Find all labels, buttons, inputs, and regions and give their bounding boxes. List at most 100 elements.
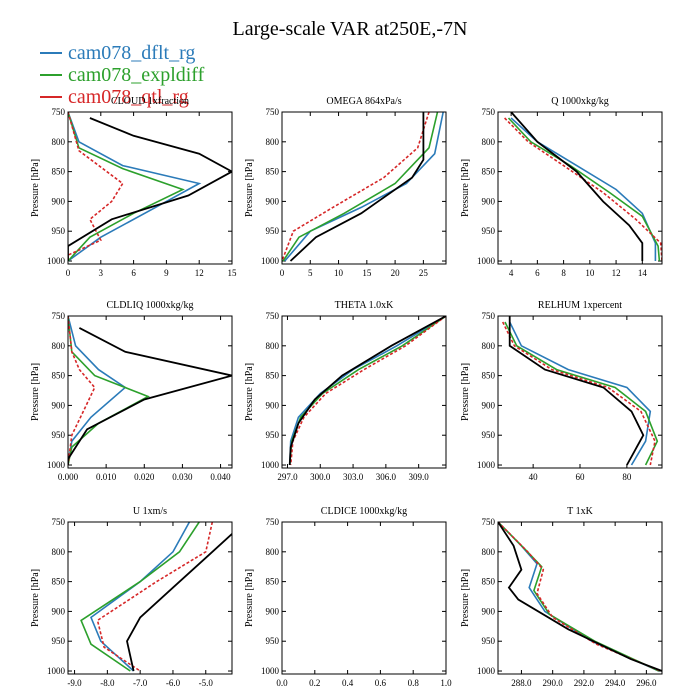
y-tick-label: 950 (482, 226, 496, 236)
series-line-obs (508, 316, 645, 466)
figure-title: Large-scale VAR at250E,-7N (232, 18, 468, 40)
y-tick-label: 900 (52, 400, 66, 410)
x-tick-label: -9.0 (67, 678, 82, 688)
series-line-cam078_expldiff (80, 522, 200, 672)
y-tick-label: 750 (482, 107, 496, 117)
x-tick-label: 12 (195, 268, 204, 278)
panel-title: OMEGA 864xPa/s (326, 96, 401, 107)
y-tick-label: 950 (266, 226, 280, 236)
panel-title: CLOUD 1xfraction (111, 96, 189, 107)
series-line-cam078_expldiff (498, 522, 660, 672)
x-tick-label: 40 (529, 472, 539, 482)
x-tick-label: 0.0 (276, 678, 288, 688)
y-axis-label: Pressure [hPa] (244, 569, 255, 627)
x-tick-label: -8.0 (100, 678, 115, 688)
x-tick-label: 4 (509, 268, 514, 278)
y-tick-label: 950 (266, 430, 280, 440)
series-line-cam078_qtl_rg (68, 316, 96, 466)
y-axis-label: Pressure [hPa] (460, 569, 471, 627)
plot-frame (281, 315, 447, 469)
x-tick-label: 15 (362, 268, 372, 278)
series-line-obs (498, 522, 662, 672)
y-tick-label: 800 (482, 341, 496, 351)
y-tick-label: 950 (482, 430, 496, 440)
x-tick-label: 0.020 (134, 472, 155, 482)
panel-7: U 1xm/s Pressure [hPa] 750 800 850 900 950 1000… (30, 506, 233, 688)
y-axis-label: Pressure [hPa] (460, 159, 471, 217)
panel-title: CLDICE 1000xkg/kg (321, 506, 407, 517)
y-tick-label: 950 (266, 636, 280, 646)
y-tick-label: 1000 (477, 666, 496, 676)
panel-title: Q 1000xkg/kg (551, 96, 609, 107)
y-tick-label: 850 (266, 167, 280, 177)
y-axis-label: Pressure [hPa] (244, 159, 255, 217)
legend-label-dflt: cam078_dflt_rg (68, 42, 196, 64)
y-tick-label: 900 (52, 196, 66, 206)
series-line-cam078_dflt_rg (90, 522, 191, 672)
x-tick-label: 10 (585, 268, 595, 278)
x-tick-label: 6 (131, 268, 136, 278)
x-tick-label: 297.0 (277, 472, 298, 482)
y-tick-label: 1000 (47, 256, 66, 266)
x-tick-label: 0.010 (96, 472, 117, 482)
y-tick-label: 950 (52, 226, 66, 236)
y-tick-label: 1000 (261, 460, 280, 470)
y-axis-label: Pressure [hPa] (30, 363, 41, 421)
y-tick-label: 850 (266, 371, 280, 381)
plot-frame (67, 315, 233, 469)
panel-5: THETA 1.0xK Pressure [hPa] 750 800 850 900 950… (244, 300, 447, 482)
series-line-obs (289, 112, 425, 262)
x-tick-label: 80 (622, 472, 632, 482)
panel-6: RELHUM 1xpercent Pressure [hPa] 750 800 850 9… (460, 300, 663, 482)
series-line-obs (68, 327, 232, 465)
legend-item-qtl: cam078_qtl_rg (40, 86, 204, 108)
y-axis-label: Pressure [hPa] (244, 363, 255, 421)
x-tick-label: 60 (576, 472, 586, 482)
y-tick-label: 1000 (261, 256, 280, 266)
x-tick-label: 0.6 (375, 678, 387, 688)
panel-title: RELHUM 1xpercent (538, 300, 622, 311)
x-tick-label: 294.0 (605, 678, 626, 688)
series-line-cam078_expldiff (282, 112, 439, 262)
panel-title: U 1xm/s (133, 506, 167, 517)
x-tick-label: 0 (66, 268, 71, 278)
panel-title: T 1xK (567, 506, 593, 517)
series-line-cam078_dflt_rg (68, 112, 202, 262)
legend-swatch-expldiff (40, 74, 62, 76)
series-line-obs (510, 112, 644, 261)
panel-1: CLOUD 1xfraction Pressure [hPa] 750 800 850 9… (30, 96, 237, 278)
x-tick-label: 0.4 (342, 678, 354, 688)
series-line-cam078_qtl_rg (68, 112, 124, 261)
series-line-cam078_qtl_rg (282, 112, 430, 262)
x-tick-label: 306.0 (376, 472, 397, 482)
y-tick-label: 800 (52, 547, 66, 557)
y-tick-label: 850 (266, 577, 280, 587)
series-line-cam078_qtl_rg (504, 117, 662, 262)
x-tick-label: -5.0 (199, 678, 214, 688)
x-tick-label: 6 (535, 268, 540, 278)
y-tick-label: 800 (52, 341, 66, 351)
legend-item-expldiff: cam078_expldiff (40, 64, 204, 86)
y-axis-label: Pressure [hPa] (30, 569, 41, 627)
y-tick-label: 900 (266, 606, 280, 616)
series-line-cam078_expldiff (504, 321, 659, 466)
series-line-cam078_qtl_rg (501, 321, 656, 466)
x-tick-label: 9 (164, 268, 169, 278)
x-tick-label: 0.030 (172, 472, 193, 482)
x-tick-label: 0.000 (58, 472, 79, 482)
x-tick-label: 292.0 (574, 678, 595, 688)
y-tick-label: 800 (266, 137, 280, 147)
y-tick-label: 1000 (477, 256, 496, 266)
plot-frame (67, 521, 233, 675)
panel-2: OMEGA 864xPa/s Pressure [hPa] 750 800 850 900… (244, 96, 447, 278)
x-tick-label: 300.0 (310, 472, 331, 482)
series-line-cam078_qtl_rg (498, 522, 661, 672)
x-tick-label: 309.0 (409, 472, 430, 482)
plot-frame (497, 111, 663, 265)
y-tick-label: 800 (266, 547, 280, 557)
legend-item-dflt: cam078_dflt_rg (40, 42, 204, 64)
y-tick-label: 950 (482, 636, 496, 646)
x-tick-label: -7.0 (133, 678, 148, 688)
